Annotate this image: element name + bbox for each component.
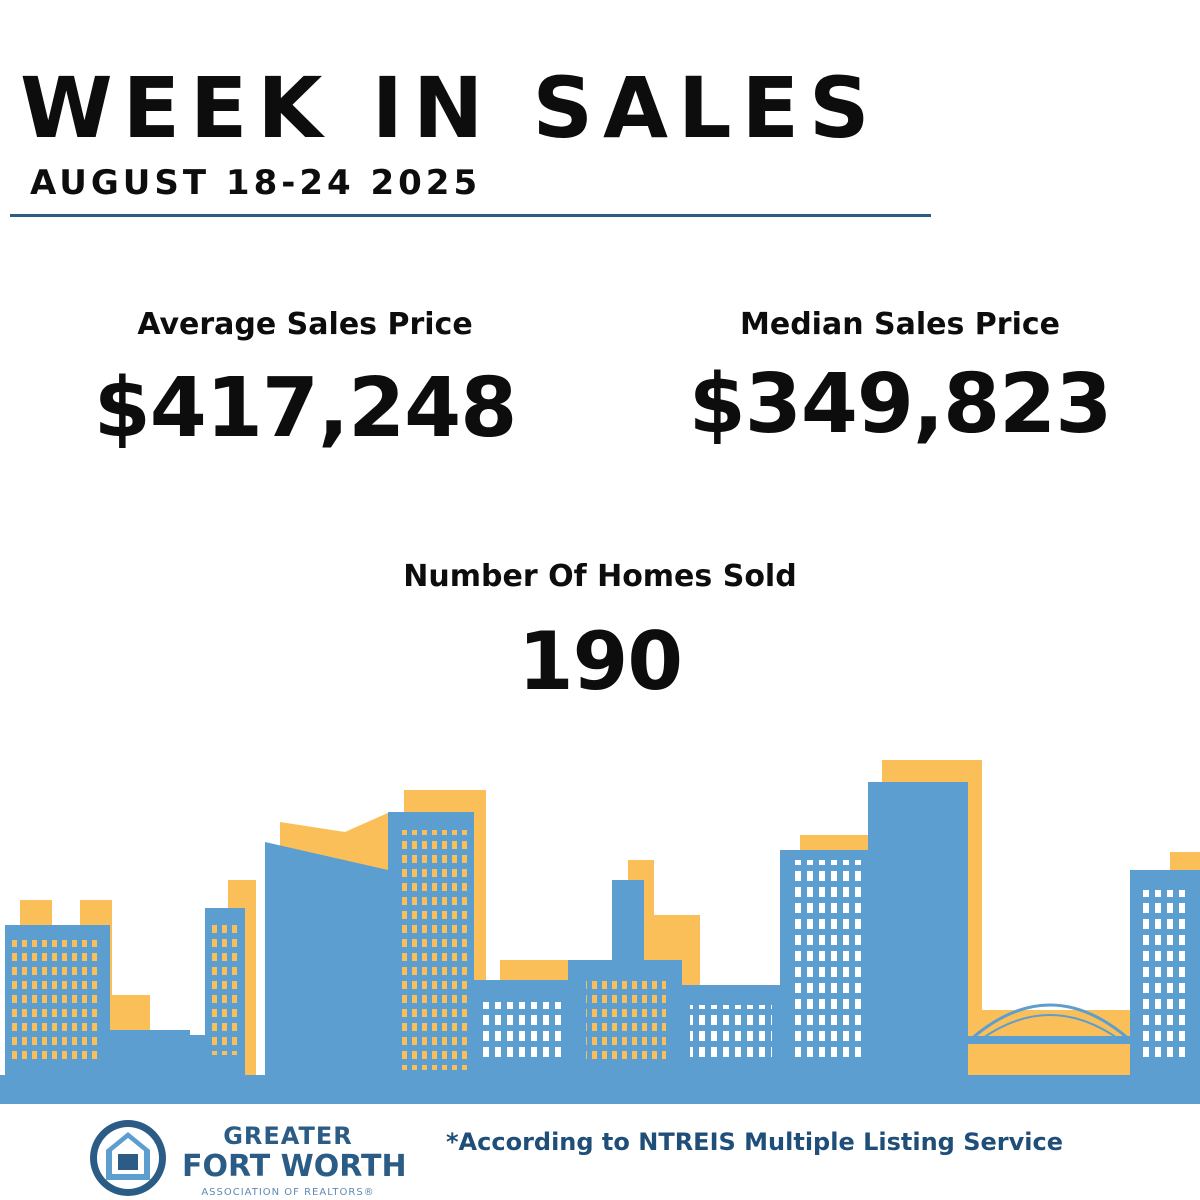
homes-sold-label: Number Of Homes Sold [403, 559, 797, 594]
median-price-value: $349,823 [688, 357, 1113, 452]
homes-sold-stat: Number Of Homes Sold 190 [350, 562, 850, 702]
page-title: WEEK IN SALES [20, 59, 880, 157]
median-price-label: Median Sales Price [740, 307, 1060, 342]
gfw-house-logo-icon [90, 1120, 166, 1196]
logo-line-greater: GREATER [223, 1122, 353, 1150]
footer [0, 1104, 1200, 1200]
logo-line-fort-worth: FORT WORTH [182, 1149, 407, 1184]
homes-sold-value: 190 [518, 615, 683, 708]
median-price-stat: Median Sales Price $349,823 [650, 310, 1150, 446]
source-footnote: *According to NTREIS Multiple Listing Se… [446, 1128, 1063, 1156]
city-skyline-illustration [0, 760, 1200, 1105]
average-price-label: Average Sales Price [137, 307, 473, 342]
date-range: AUGUST 18-24 2025 [30, 163, 482, 203]
average-price-value: $417,248 [93, 361, 518, 456]
average-price-stat: Average Sales Price $417,248 [60, 310, 550, 450]
title-divider [10, 214, 931, 217]
logo-line-association: ASSOCIATION OF REALTORS® [201, 1187, 375, 1198]
brand-logo-text: GREATER FORT WORTH ASSOCIATION OF REALTO… [182, 1122, 407, 1198]
